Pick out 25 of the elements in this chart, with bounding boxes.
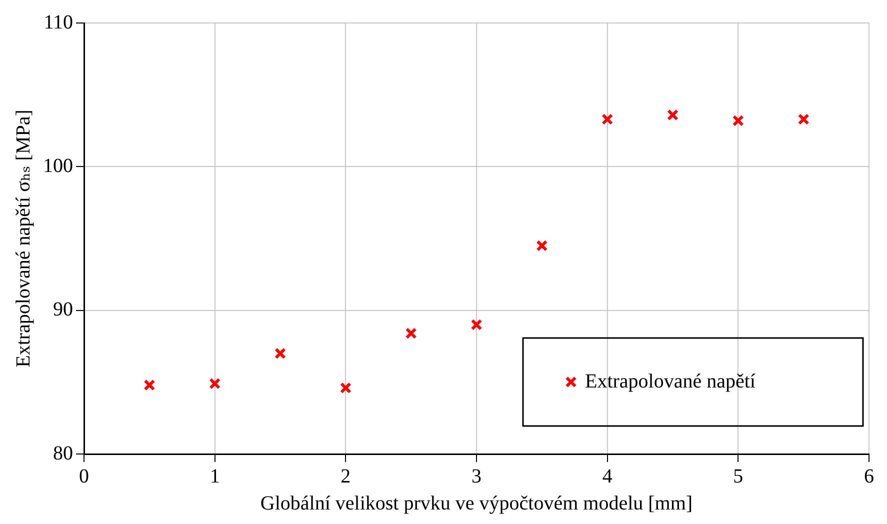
point <box>405 328 417 340</box>
point <box>667 109 678 121</box>
point <box>209 378 221 390</box>
point <box>274 348 286 360</box>
y-tick-label: 100 <box>43 154 73 177</box>
point <box>144 379 156 391</box>
point <box>798 114 810 125</box>
y-tick-label: 110 <box>44 11 73 34</box>
x-tick-label: 4 <box>602 465 612 488</box>
point <box>602 114 614 125</box>
x-tick-label: 6 <box>864 465 874 488</box>
x-axis-title: Globální velikost prvku ve výpočtovém modelu [mm] <box>260 492 693 514</box>
y-axis-title: Extrapolované napětí σₕₛ [MPa] <box>12 110 34 368</box>
legend-label: Extrapolované napětí <box>585 370 756 392</box>
point <box>732 114 744 126</box>
point <box>536 240 548 252</box>
x-tick-label: 5 <box>733 465 744 488</box>
x-tick-label: 1 <box>210 465 220 488</box>
point <box>470 318 482 330</box>
x-tick-label: 2 <box>340 465 351 488</box>
x-tick-label: 0 <box>79 465 89 488</box>
x-tick-label: 3 <box>472 465 482 488</box>
y-tick-label: 90 <box>53 298 73 321</box>
y-tick-label: 80 <box>53 442 73 464</box>
point <box>340 382 352 394</box>
